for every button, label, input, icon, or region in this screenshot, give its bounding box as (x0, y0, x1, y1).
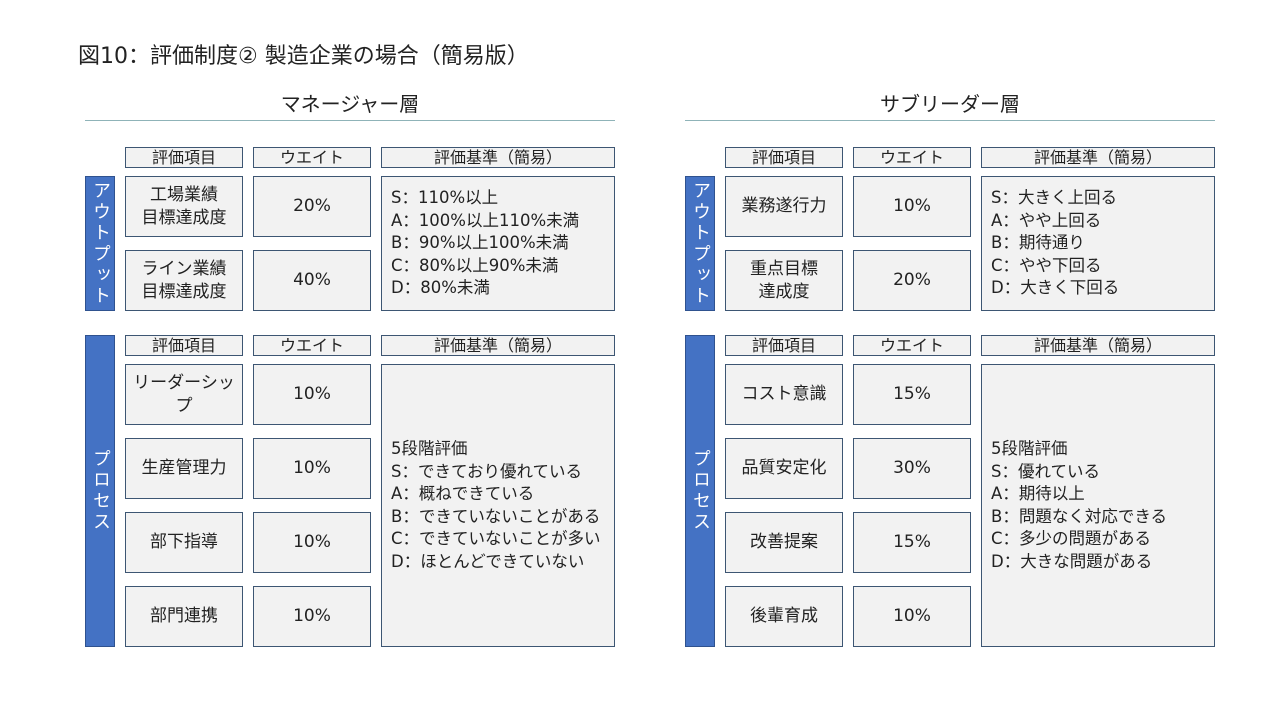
item-text: 工場業績 (150, 184, 218, 205)
criteria-line: D：ほとんどできていない (391, 551, 585, 571)
criteria-line: B：期待通り (991, 233, 1085, 253)
criteria-line: 5段階評価 (991, 439, 1068, 458)
criteria-line: C：やや下回る (991, 255, 1102, 275)
item-cell: 改善提案 (725, 512, 843, 573)
weight-cell: 10% (253, 586, 371, 647)
item-cell: 部門連携 (125, 586, 243, 647)
column-header: 評価基準（簡易） (381, 147, 615, 168)
item-text: 達成度 (758, 281, 810, 302)
item-cell: 業務遂行力 (725, 176, 843, 237)
criteria-line: A：100%以上110%未満 (391, 210, 580, 230)
weight-cell: 10% (853, 176, 971, 237)
item-cell: 生産管理力 (125, 438, 243, 499)
column-header: ウエイト (253, 147, 371, 168)
weight-cell: 10% (253, 438, 371, 499)
criteria-cell: 5段階評価 S：優れている A：期待以上 B：問題なく対応できる C：多少の問題がある D… (981, 364, 1215, 647)
heading-underline (685, 120, 1215, 121)
section-label-bar: アウトプット (85, 176, 115, 311)
item-text: ライン業績 (141, 258, 227, 279)
criteria-line: B：90%以上100%未満 (391, 233, 569, 253)
weight-cell: 20% (253, 176, 371, 237)
column-header: ウエイト (853, 335, 971, 356)
section-label: プロセス (690, 449, 711, 533)
weight-cell: 40% (253, 250, 371, 311)
heading-underline (85, 120, 615, 121)
weight-cell: 10% (853, 586, 971, 647)
criteria-cell: S：110%以上 A：100%以上110%未満 B：90%以上100%未満 C：80%… (381, 176, 615, 311)
column-header: 評価基準（簡易） (381, 335, 615, 356)
item-cell: 重点目標 達成度 (725, 250, 843, 311)
column-header: 評価項目 (725, 335, 843, 356)
section-label-bar: アウトプット (685, 176, 715, 311)
column-header: 評価項目 (125, 147, 243, 168)
item-text: リーダーシップ (133, 372, 235, 416)
column-header: 評価基準（簡易） (981, 335, 1215, 356)
column-header: 評価項目 (125, 335, 243, 356)
criteria-line: D：大きく下回る (991, 278, 1120, 298)
weight-cell: 15% (853, 364, 971, 425)
criteria-cell: S：大きく上回る A：やや上回る B：期待通り C：やや下回る D：大きく下回る (981, 176, 1215, 311)
criteria-line: S：大きく上回る (991, 188, 1117, 208)
item-cell: 工場業績 目標達成度 (125, 176, 243, 237)
criteria-line: D：大きな問題がある (991, 551, 1153, 571)
criteria-line: S：優れている (991, 461, 1100, 481)
criteria-line: B：できていないことがある (391, 506, 601, 526)
item-text: 部門連携 (150, 606, 218, 626)
section-label-bar: プロセス (85, 335, 115, 647)
criteria-line: D：80%未満 (391, 278, 490, 298)
section-label-bar: プロセス (685, 335, 715, 647)
item-cell: コスト意識 (725, 364, 843, 425)
criteria-line: 5段階評価 (391, 439, 468, 458)
column-header: ウエイト (253, 335, 371, 356)
column-header: 評価基準（簡易） (981, 147, 1215, 168)
slide-title: 図10：評価制度② 製造企業の場合（簡易版） (78, 44, 529, 69)
column-header: 評価項目 (725, 147, 843, 168)
criteria-line: A：やや上回る (991, 210, 1102, 230)
criteria-line: S：110%以上 (391, 188, 499, 208)
criteria-line: C：80%以上90%未満 (391, 255, 559, 275)
weight-cell: 15% (853, 512, 971, 573)
item-text: 目標達成度 (141, 281, 227, 302)
item-text: 改善提案 (750, 532, 818, 552)
criteria-line: A：概ねできている (391, 484, 535, 503)
criteria-line: A：期待以上 (991, 484, 1085, 503)
item-cell: リーダーシップ (125, 364, 243, 425)
criteria-line: B：問題なく対応できる (991, 506, 1167, 526)
panel-heading: サブリーダー層 (880, 92, 1020, 116)
item-cell: 後輩育成 (725, 586, 843, 647)
item-text: 後輩育成 (750, 606, 818, 626)
weight-cell: 10% (253, 512, 371, 573)
item-text: 品質安定化 (741, 458, 827, 478)
weight-cell: 10% (253, 364, 371, 425)
criteria-line: C：できていないことが多い (391, 529, 601, 548)
item-cell: 品質安定化 (725, 438, 843, 499)
criteria-line: C：多少の問題がある (991, 529, 1152, 548)
item-text: 目標達成度 (141, 207, 227, 228)
item-cell: 部下指導 (125, 512, 243, 573)
item-text: 生産管理力 (141, 458, 227, 478)
section-label: アウトプット (90, 180, 111, 307)
column-header: ウエイト (853, 147, 971, 168)
section-label: アウトプット (690, 180, 711, 307)
item-text: 部下指導 (150, 532, 218, 552)
weight-cell: 20% (853, 250, 971, 311)
item-text: 業務遂行力 (741, 196, 827, 216)
weight-cell: 30% (853, 438, 971, 499)
criteria-cell: 5段階評価 S：できており優れている A：概ねできている B：できていないことがある C… (381, 364, 615, 647)
section-label: プロセス (90, 449, 111, 533)
item-text: コスト意識 (741, 384, 827, 404)
criteria-line: S：できており優れている (391, 461, 582, 481)
item-cell: ライン業績 目標達成度 (125, 250, 243, 311)
item-text: 重点目標 (750, 258, 818, 279)
panel-heading: マネージャー層 (280, 92, 420, 116)
